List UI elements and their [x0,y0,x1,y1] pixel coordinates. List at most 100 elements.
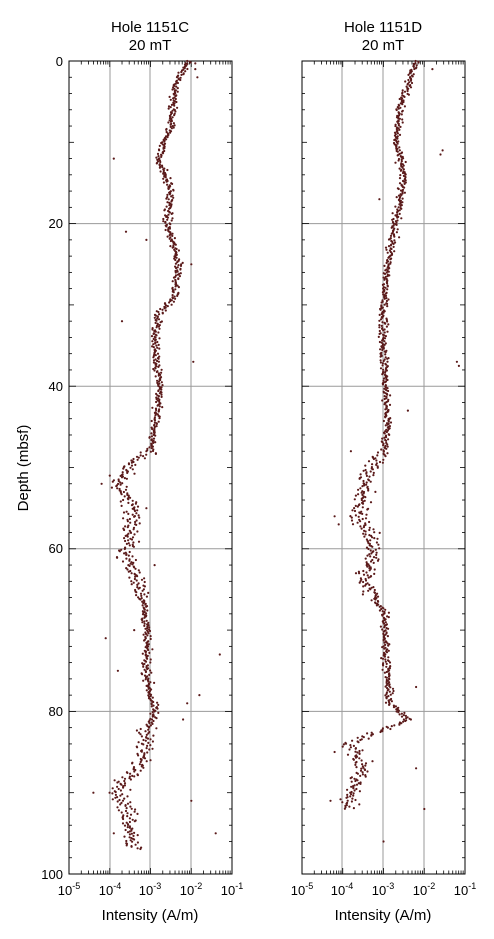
data-point-outlier [112,157,115,160]
data-point [133,820,136,823]
data-point [157,357,160,360]
data-point [350,780,353,783]
data-point [154,342,157,345]
data-point [189,61,192,64]
data-point [354,747,357,750]
data-point [146,751,149,754]
data-point [367,460,371,463]
data-point [179,268,182,271]
data-point [143,622,146,625]
data-point [138,516,141,519]
data-point-outlier [116,669,119,672]
data-point [400,113,403,116]
data-point [156,701,159,704]
data-point [389,394,392,397]
data-point [379,367,383,370]
data-point [394,161,397,164]
data-point [378,531,381,535]
data-point [137,514,140,517]
data-point [402,720,405,723]
data-point [152,437,156,440]
data-point-outlier [149,759,152,762]
data-point [383,622,386,625]
data-point [122,817,125,821]
data-point [381,610,384,613]
data-point [381,283,384,286]
data-point [135,579,138,582]
data-point [136,583,139,587]
data-point [381,461,384,464]
data-point [174,285,177,288]
data-point [367,589,370,592]
data-point [139,598,142,601]
data-point [387,298,390,301]
data-point [379,730,382,734]
data-point [356,772,359,775]
data-point [147,732,150,735]
data-point [145,760,148,763]
data-point [154,339,157,342]
data-point [180,70,183,74]
data-point [171,182,174,185]
data-point [126,826,129,829]
data-point [386,302,389,305]
data-point [386,330,389,333]
data-point [364,530,367,533]
data-point [152,700,155,704]
data-point [115,485,118,488]
data-point [385,299,388,303]
data-point [169,123,172,126]
data-point [156,152,160,155]
data-point [147,687,150,690]
data-point [152,704,155,707]
data-point [160,395,163,398]
data-point [383,303,386,306]
data-point [376,595,380,598]
data-point [378,547,381,550]
data-point [360,759,363,762]
data-point [150,447,153,450]
data-point [352,787,355,790]
data-point [171,294,174,297]
data-point [125,510,128,513]
x-tick-label: 10-1 [454,881,476,898]
data-point [119,474,122,477]
data-point [404,714,407,718]
data-point [147,632,150,635]
data-point [127,463,131,466]
data-point-outlier [145,238,148,241]
data-point [157,703,160,707]
data-point [393,138,396,142]
data-point [381,628,384,631]
data-point [120,504,123,507]
data-point [123,528,126,532]
data-point [133,577,136,581]
data-point [350,516,353,519]
data-point [148,436,151,439]
data-point [354,761,357,764]
data-point [354,763,357,767]
data-point [176,284,179,287]
data-point [125,807,128,810]
data-point [143,668,146,671]
data-point [182,73,185,76]
data-point [143,580,146,584]
data-point [406,83,409,86]
data-point [372,556,376,559]
data-point [398,203,401,206]
data-point [414,59,417,63]
data-point [147,741,150,745]
data-point [384,658,387,661]
data-point [407,78,410,82]
data-point [361,771,364,774]
data-point [393,239,396,242]
data-point [387,389,390,393]
data-point [132,768,135,771]
data-point [171,109,174,112]
data-point [398,133,402,136]
data-point [406,89,409,93]
data-point [176,87,179,90]
data-point [387,267,390,270]
data-point [110,486,113,489]
data-point [387,420,390,423]
